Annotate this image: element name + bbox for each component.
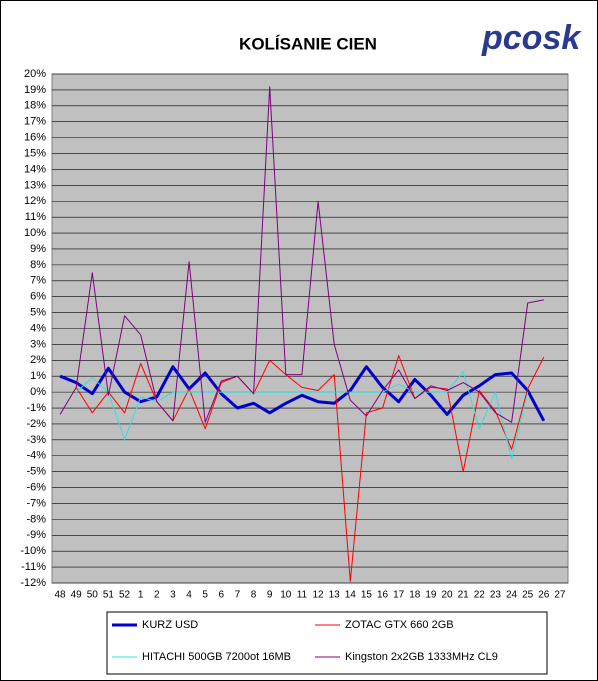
y-tick-label: 17% <box>24 116 46 128</box>
y-tick-label: -11% <box>21 561 46 573</box>
y-tick-label: 15% <box>24 147 46 159</box>
y-tick-label: 12% <box>24 195 46 207</box>
y-tick-label: 4% <box>30 322 46 334</box>
y-tick-label: -6% <box>26 481 46 493</box>
y-tick-label: 19% <box>24 84 46 96</box>
series-line <box>75 370 529 460</box>
y-tick-label: 3% <box>30 338 46 350</box>
x-tick-label: 49 <box>71 590 83 601</box>
x-tick-label: 22 <box>474 590 486 601</box>
x-tick-label: 8 <box>251 590 257 601</box>
legend-label: HITACHI 500GB 7200ot 16MB <box>142 651 291 663</box>
x-tick-label: 6 <box>219 590 225 601</box>
y-tick-label: 10% <box>24 227 46 239</box>
x-tick-label: 19 <box>425 590 437 601</box>
y-tick-label: -9% <box>26 529 46 541</box>
x-tick-label: 10 <box>280 590 292 601</box>
x-tick-label: 52 <box>119 590 131 601</box>
y-tick-label: -3% <box>26 434 46 446</box>
x-tick-label: 15 <box>361 590 373 601</box>
x-tick-label: 18 <box>409 590 421 601</box>
x-tick-label: 12 <box>313 590 325 601</box>
x-tick-label: 48 <box>55 590 67 601</box>
x-tick-label: 13 <box>329 590 341 601</box>
x-tick-label: 14 <box>345 590 357 601</box>
legend-label: ZOTAC GTX 660 2GB <box>345 619 454 631</box>
x-tick-label: 2 <box>154 590 160 601</box>
series-line <box>59 365 546 422</box>
y-tick-label: 18% <box>24 100 46 112</box>
y-tick-label: -10% <box>20 545 46 557</box>
y-tick-label: -4% <box>26 450 46 462</box>
y-tick-label: -5% <box>26 466 46 478</box>
x-tick-label: 21 <box>458 590 470 601</box>
series-line <box>59 86 544 423</box>
y-tick-label: 20% <box>24 68 46 80</box>
x-tick-label: 23 <box>490 590 502 601</box>
x-tick-label: 9 <box>267 590 273 601</box>
x-tick-label: 16 <box>377 590 389 601</box>
y-tick-label: 9% <box>30 243 46 255</box>
x-tick-label: 25 <box>522 590 534 601</box>
y-tick-label: 11% <box>25 211 46 223</box>
x-tick-label: 4 <box>186 590 192 601</box>
y-tick-label: 5% <box>30 307 46 319</box>
y-tick-label: 7% <box>30 275 46 287</box>
legend-box <box>106 611 548 675</box>
chart-title: KOLÍSANIE CIEN <box>239 34 377 53</box>
y-tick-label: 8% <box>30 259 46 271</box>
y-tick-label: -12% <box>20 577 46 589</box>
legend-label: KURZ USD <box>142 619 198 631</box>
x-tick-label: 26 <box>538 590 550 601</box>
y-tick-label: 6% <box>30 291 46 303</box>
x-tick-label: 20 <box>442 590 454 601</box>
x-tick-label: 50 <box>87 590 99 601</box>
legend-label: Kingston 2x2GB 1333MHz CL9 <box>345 651 498 663</box>
y-tick-label: -7% <box>26 497 46 509</box>
logo: pcosk <box>481 19 582 57</box>
y-tick-label: 14% <box>24 163 46 175</box>
x-tick-label: 24 <box>506 590 518 601</box>
y-tick-label: -1% <box>26 402 46 414</box>
x-tick-label: 7 <box>235 590 241 601</box>
y-tick-label: -2% <box>26 418 46 430</box>
x-tick-label: 1 <box>138 590 144 601</box>
y-tick-label: 2% <box>30 354 46 366</box>
y-tick-label: 13% <box>24 179 46 191</box>
y-tick-label: 16% <box>24 132 46 144</box>
x-tick-label: 17 <box>393 590 405 601</box>
x-tick-label: 5 <box>202 590 208 601</box>
y-tick-label: -8% <box>26 513 46 525</box>
x-tick-label: 3 <box>170 590 176 601</box>
y-tick-label: 0% <box>30 386 46 398</box>
x-tick-label: 27 <box>554 590 566 601</box>
series-line <box>75 355 545 582</box>
y-tick-label: 1% <box>30 370 46 382</box>
x-tick-label: 51 <box>103 590 115 601</box>
x-tick-label: 11 <box>297 590 308 601</box>
